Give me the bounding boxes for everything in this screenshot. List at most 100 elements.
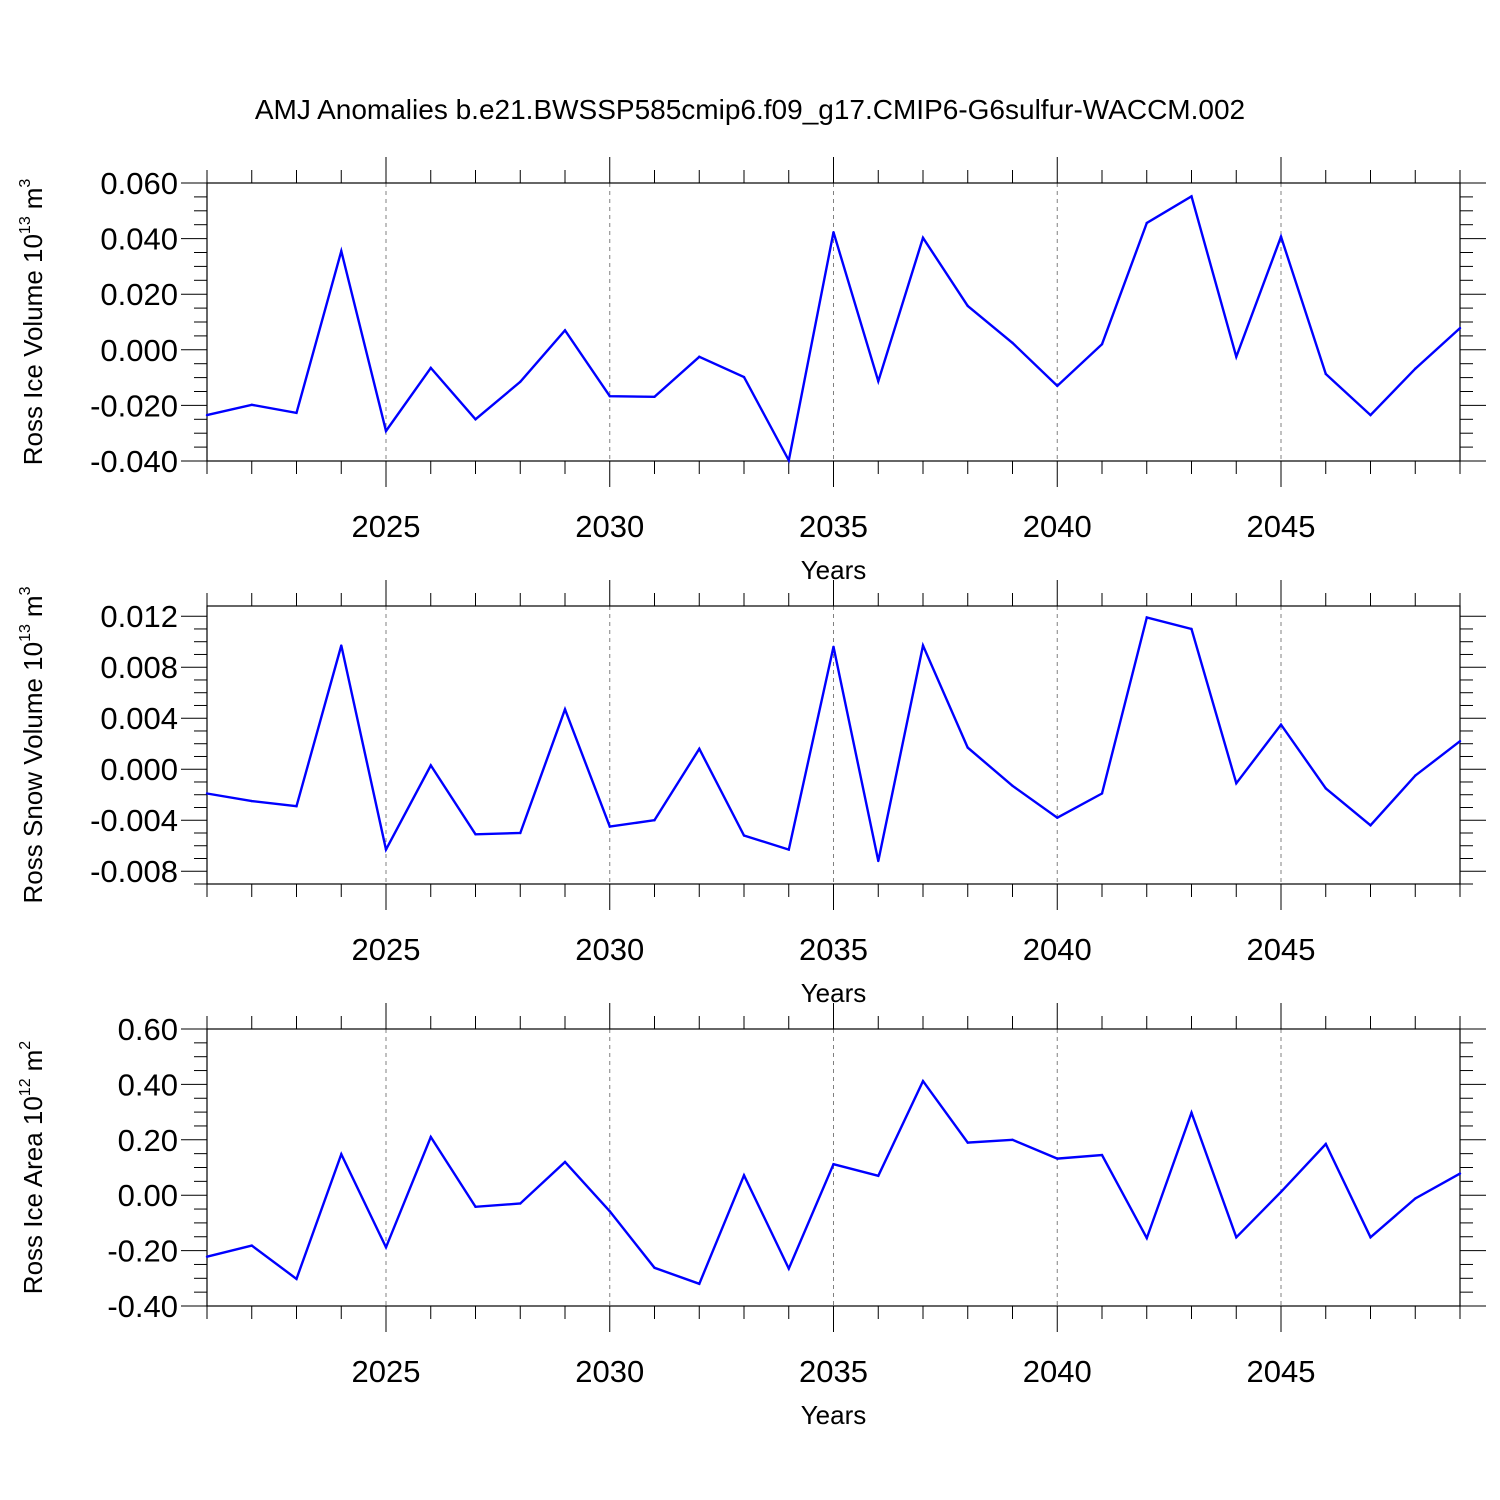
data-point (519, 831, 522, 835)
data-point (384, 1246, 388, 1249)
data-point (474, 833, 477, 836)
panel-2: -0.008 -0.004 0.000 0.004 0.008 0.012 2025 2030… (17, 580, 1486, 1008)
data-point (1145, 1236, 1148, 1240)
data-point (474, 418, 477, 421)
data-point (384, 848, 388, 851)
data-point (205, 1255, 209, 1258)
panel-1: -0.040 -0.020 0.000 0.020 0.040 0.060 2025 2030… (17, 157, 1486, 585)
data-point (1011, 341, 1014, 345)
data-point (1056, 816, 1059, 819)
x-tick-label: 2030 (575, 509, 644, 544)
y-axis-title: Ross Ice Area 1012 m2 (17, 1041, 48, 1294)
data-point (295, 805, 298, 808)
x-tick-label: 2040 (1023, 509, 1092, 544)
data-point (608, 395, 611, 398)
y-axis-title-text: Ross Ice Volume 10 (18, 234, 48, 465)
x-tick-label: 2040 (1023, 1354, 1092, 1389)
data-point (742, 1174, 746, 1177)
x-tick-label: 2030 (575, 1354, 644, 1389)
y-tick-label: 0.40 (118, 1067, 178, 1102)
data-point (250, 799, 253, 803)
data-point (205, 792, 209, 795)
y-axis-title-exponent: 12 (17, 1078, 34, 1096)
y-tick-label: -0.008 (90, 854, 178, 889)
data-point (519, 1202, 522, 1205)
data-point (340, 1153, 343, 1156)
data-point (1324, 1142, 1327, 1146)
x-tick-label: 2045 (1247, 1354, 1316, 1389)
y-tick-label: -0.020 (90, 388, 178, 423)
data-point (832, 231, 835, 234)
x-tick-label: 2030 (575, 932, 644, 967)
y-axis-title-unit: m (18, 1050, 48, 1072)
x-tick-label: 2035 (799, 932, 868, 967)
x-tick-label: 2045 (1247, 509, 1316, 544)
data-point (653, 1266, 656, 1269)
y-axis-title-unit-exponent: 2 (17, 1041, 34, 1050)
data-point (429, 366, 432, 370)
data-point (250, 1244, 253, 1247)
y-tick-label: 0.60 (118, 1012, 178, 1047)
data-point (966, 304, 969, 308)
data-point (1190, 1111, 1193, 1114)
y-tick-label: 0.008 (100, 650, 178, 685)
y-tick-label: 0.004 (100, 701, 178, 736)
data-point (1100, 343, 1104, 346)
y-axis-title-unit: m (18, 595, 48, 617)
data-point (698, 355, 701, 358)
y-tick-label: -0.004 (90, 803, 178, 838)
y-tick-label: 0.020 (100, 277, 178, 312)
data-point (474, 1205, 477, 1209)
data-point (205, 413, 209, 417)
y-tick-label: 0.060 (100, 166, 178, 201)
data-point (429, 764, 432, 767)
y-tick-label: 0.000 (100, 752, 178, 787)
data-point (1100, 1153, 1104, 1157)
y-axis-title: Ross Snow Volume 1013 m3 (17, 586, 48, 903)
data-point (340, 644, 343, 647)
data-point (1369, 413, 1372, 417)
panel-3: -0.40 -0.20 0.00 0.20 0.40 0.60 2025 2030 2035 20… (17, 1003, 1486, 1430)
data-point (1369, 1236, 1372, 1239)
data-point (742, 375, 746, 379)
data-point (1056, 384, 1059, 388)
data-point (608, 1210, 611, 1213)
data-point (1414, 774, 1417, 777)
data-point (787, 1267, 790, 1270)
data-point (1369, 824, 1372, 827)
data-point (966, 746, 969, 749)
data-point (1235, 355, 1238, 358)
y-tick-label: 0.000 (100, 333, 178, 368)
x-tick-label: 2035 (799, 509, 868, 544)
data-point (1414, 1197, 1417, 1200)
data-point (653, 819, 656, 822)
y-axis-title-unit-exponent: 3 (17, 179, 34, 188)
y-tick-label: -0.40 (107, 1289, 178, 1324)
data-point (429, 1135, 432, 1139)
data-point (653, 395, 656, 398)
x-tick-label: 2025 (352, 509, 421, 544)
data-point (698, 1282, 701, 1286)
data-point (1324, 372, 1327, 376)
data-point (1458, 739, 1462, 743)
y-tick-label: 0.040 (100, 222, 178, 257)
data-point (832, 1162, 835, 1166)
data-point (563, 708, 567, 711)
data-point (1324, 787, 1327, 790)
data-point (1145, 221, 1148, 225)
data-point (1279, 235, 1283, 238)
y-tick-label: -0.040 (90, 444, 178, 479)
data-point (1458, 1172, 1462, 1175)
data-point (877, 1174, 880, 1178)
data-point (1235, 782, 1238, 785)
chart-title: AMJ Anomalies b.e21.BWSSP585cmip6.f09_g1… (255, 94, 1245, 125)
y-axis-title-exponent: 13 (17, 216, 34, 234)
x-tick-label: 2035 (799, 1354, 868, 1389)
data-point (563, 1160, 567, 1164)
data-point (877, 380, 880, 383)
data-point (742, 834, 746, 837)
x-axis-title: Years (801, 1400, 867, 1430)
x-tick-label: 2045 (1247, 932, 1316, 967)
data-point (1011, 784, 1014, 788)
data-point (877, 859, 880, 863)
